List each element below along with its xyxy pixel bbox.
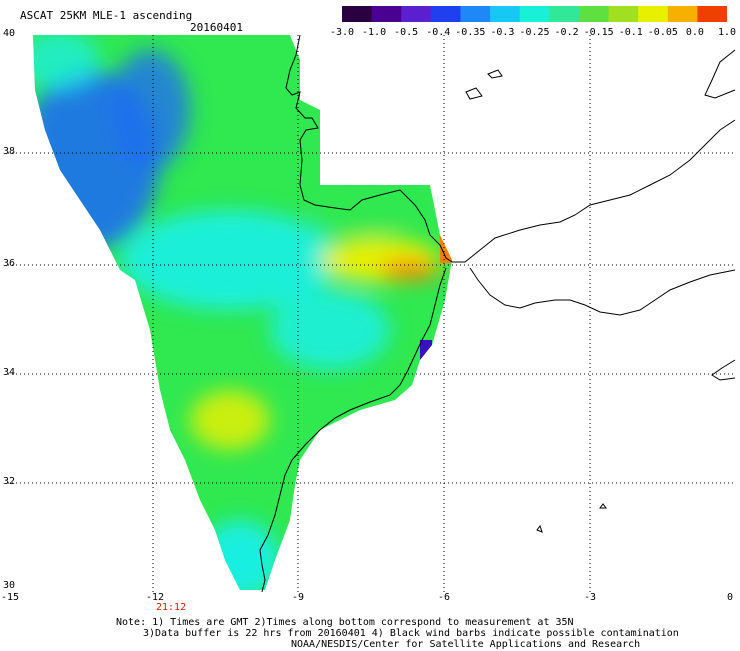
x-tick-label: -3 <box>583 592 597 603</box>
colorbar-segment <box>549 6 580 22</box>
map-date: 20160401 <box>190 21 243 34</box>
x-tick-label: -15 <box>0 592 20 603</box>
colorbar-label: -0.25 <box>519 27 550 38</box>
colorbar-label: -0.2 <box>554 27 579 38</box>
colorbar-label: -0.3 <box>490 27 515 38</box>
colorbar-segment <box>401 6 432 22</box>
colorbar-label: -3.0 <box>329 27 355 38</box>
colorbar-label: -0.15 <box>583 27 614 38</box>
map-title: ASCAT 25KM MLE-1 ascending <box>20 9 193 22</box>
note-line-3: NOAA/NESDIS/Center for Satellite Applica… <box>291 639 641 650</box>
colorbar-label: -0.1 <box>618 27 643 38</box>
colorbar-segment <box>490 6 521 22</box>
colorbar-segment <box>519 6 550 22</box>
colorbar-label: -0.05 <box>647 27 678 38</box>
colorbar-segment <box>342 6 373 22</box>
y-tick-label: 40 <box>3 28 16 39</box>
colorbar <box>342 6 727 22</box>
x-tick-label: 0 <box>726 592 734 603</box>
x-tick-label: -9 <box>291 592 305 603</box>
colorbar-segment <box>371 6 402 22</box>
y-tick-label: 32 <box>3 476 16 487</box>
coastline <box>259 34 736 593</box>
note-line-2: 3)Data buffer is 22 hrs from 20160401 4)… <box>143 628 679 639</box>
colorbar-label: -0.4 <box>426 27 451 38</box>
y-tick-label: 38 <box>3 146 16 157</box>
colorbar-segment <box>608 6 639 22</box>
colorbar-segment <box>697 6 727 22</box>
colorbar-segment <box>667 6 698 22</box>
colorbar-label: -1.0 <box>362 27 387 38</box>
time-label: 21:12 <box>156 602 187 613</box>
colorbar-label: -0.5 <box>394 27 419 38</box>
x-tick-label: -12 <box>145 592 165 603</box>
colorbar-segment <box>638 6 669 22</box>
y-tick-label: 30 <box>3 580 16 591</box>
y-tick-label: 34 <box>3 367 16 378</box>
note-line-1: Note: 1) Times are GMT 2)Times along bot… <box>116 617 574 628</box>
grid-lines <box>8 35 735 592</box>
x-tick-label: -6 <box>437 592 451 603</box>
colorbar-label: 0.0 <box>685 27 704 38</box>
y-tick-label: 36 <box>3 258 16 269</box>
colorbar-segment <box>430 6 461 22</box>
colorbar-label: 1.0 <box>717 27 737 38</box>
colorbar-segment <box>460 6 491 22</box>
colorbar-segment <box>578 6 609 22</box>
colorbar-label: -0.35 <box>455 27 486 38</box>
